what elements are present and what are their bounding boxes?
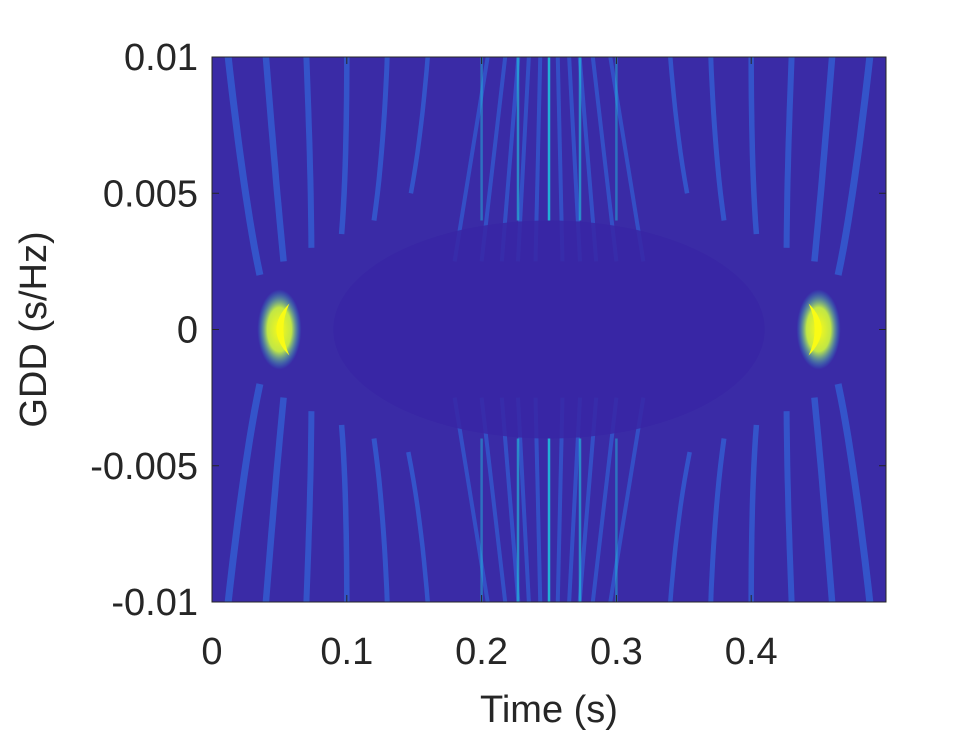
fringe-band-left-4-upper xyxy=(371,57,390,221)
x-tick-label-2: 0.2 xyxy=(455,631,508,673)
fringe-band-right-1-upper xyxy=(811,57,836,262)
streak-upper-0 xyxy=(452,57,490,262)
fringe-band-left-3-upper xyxy=(338,57,350,235)
y-tick-label-0: 0.01 xyxy=(124,37,198,79)
x-tick-label-0: 0 xyxy=(201,631,222,673)
fringe-band-left-2-upper xyxy=(303,57,315,248)
fringe-band-right-3-lower xyxy=(748,424,760,602)
fringe-band-right-5-upper xyxy=(668,57,690,194)
fringe-band-right-1-lower xyxy=(811,397,836,602)
x-axis-label: Time (s) xyxy=(480,689,618,731)
y-tick-label-3: -0.005 xyxy=(90,446,198,488)
fringe-band-right-2-upper xyxy=(783,57,795,248)
y-tick-label-1: 0.005 xyxy=(103,173,198,215)
fringe-band-right-3-upper xyxy=(748,57,760,235)
fringe-band-right-5-lower xyxy=(668,451,692,602)
fringe-band-left-2-lower xyxy=(303,411,315,602)
fringe-band-left-1-lower xyxy=(262,397,287,602)
x-tick-label-1: 0.1 xyxy=(320,631,373,673)
fringe-band-left-3-lower xyxy=(338,424,350,602)
fringe-band-left-5-upper xyxy=(408,57,430,194)
streak-lower-9 xyxy=(608,397,646,602)
hotspot-crescent-1 xyxy=(808,303,822,356)
quiet-region xyxy=(333,220,765,439)
y-axis-label: GDD (s/Hz) xyxy=(13,231,55,427)
x-axis-ticks: 0 0.1 0.2 0.3 0.4 xyxy=(201,57,778,673)
fringe-band-left-0-lower xyxy=(224,383,264,602)
fringe-band-right-2-lower xyxy=(783,411,795,602)
fringe-band-right-0-lower xyxy=(834,383,874,602)
x-tick-label-3: 0.3 xyxy=(590,631,643,673)
y-tick-label-2: 0 xyxy=(177,310,198,352)
streak-lower-0 xyxy=(452,397,490,602)
streak-upper-9 xyxy=(608,57,646,262)
fringe-band-right-4-upper xyxy=(708,57,727,221)
hotspot-crescent-0 xyxy=(276,303,290,356)
fringe-band-left-0-upper xyxy=(224,57,264,276)
fringe-band-left-1-upper xyxy=(262,57,287,262)
fringe-band-right-4-lower xyxy=(708,438,727,602)
heatmap-marks xyxy=(224,57,874,602)
fringe-band-left-4-lower xyxy=(371,438,390,602)
y-axis-ticks: 0.01 0.005 0 -0.005 -0.01 xyxy=(90,37,886,624)
fringe-band-right-0-upper xyxy=(834,57,874,276)
x-tick-label-4: 0.4 xyxy=(725,631,778,673)
y-tick-label-4: -0.01 xyxy=(111,582,198,624)
fringe-band-left-5-lower xyxy=(406,451,430,602)
